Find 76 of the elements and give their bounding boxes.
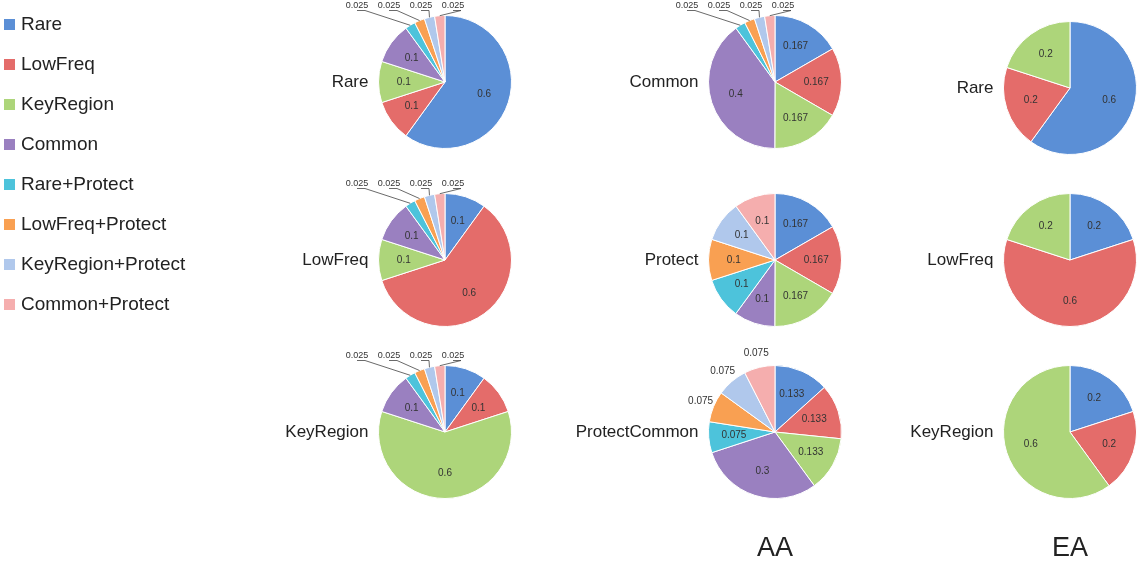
data-label: 0.075 <box>721 429 747 441</box>
data-label: 0.2 <box>1023 94 1039 106</box>
data-label: 0.025 <box>377 177 401 188</box>
data-label: 0.2 <box>1102 438 1117 450</box>
text: EA <box>1051 531 1089 562</box>
data-label: 0.025 <box>707 0 731 10</box>
data-label: 0.025 <box>675 0 699 10</box>
legend-label: KeyRegion+Protect <box>21 253 186 275</box>
text: AA <box>756 531 794 562</box>
data-label: 0.025 <box>409 177 433 188</box>
text: KeyRegion <box>285 421 369 441</box>
data-label: 0.133 <box>779 388 805 400</box>
data-label: 0.6 <box>438 466 453 478</box>
data-label: 0.2 <box>1087 220 1102 232</box>
data-label: 0.075 <box>710 364 736 376</box>
data-label: 0.6 <box>1102 94 1117 106</box>
text: LowFreq <box>302 249 369 269</box>
legend-label: LowFreq+Protect <box>21 213 167 235</box>
data-label: 0.075 <box>743 347 770 359</box>
data-label: 0.1 <box>726 253 742 265</box>
data-label: 0.1 <box>404 401 420 413</box>
legend-label: Rare <box>21 13 63 35</box>
data-label: 0.1 <box>404 99 420 111</box>
data-label: 0.6 <box>1023 438 1039 450</box>
data-label: 0.167 <box>783 40 809 52</box>
data-label: 0.025 <box>441 349 465 360</box>
data-label: 0.1 <box>450 214 466 226</box>
data-label: 0.133 <box>798 446 824 458</box>
data-label: 0.167 <box>803 253 830 265</box>
data-label: 0.1 <box>734 277 749 289</box>
data-label: 0.6 <box>1063 294 1078 306</box>
data-label: 0.1 <box>755 214 770 226</box>
legend-label: Common <box>21 133 99 155</box>
data-label: 0.025 <box>441 0 465 10</box>
data-label: 0.025 <box>377 0 401 10</box>
data-label: 0.167 <box>803 75 830 87</box>
data-label: 0.1 <box>396 75 412 87</box>
text: KeyRegion <box>910 421 994 441</box>
data-label: 0.025 <box>377 349 401 360</box>
data-label: 0.1 <box>396 253 412 265</box>
text: LowFreq <box>927 249 994 269</box>
data-label: 0.4 <box>728 88 744 100</box>
data-label: 0.1 <box>450 386 466 398</box>
data-label: 0.025 <box>441 177 465 188</box>
data-label: 0.133 <box>801 412 828 424</box>
data-label: 0.1 <box>404 51 420 63</box>
data-label: 0.1 <box>734 229 750 241</box>
data-label: 0.6 <box>477 88 492 100</box>
data-label: 0.167 <box>783 289 809 301</box>
data-label: 0.3 <box>755 465 770 476</box>
text: Rare <box>956 77 994 97</box>
legend-label: LowFreq <box>21 53 95 75</box>
data-label: 0.025 <box>345 349 369 360</box>
data-label: 0.1 <box>404 229 420 241</box>
text: Protect <box>644 249 699 269</box>
legend-label: Common+Protect <box>21 293 170 315</box>
data-label: 0.2 <box>1038 48 1054 60</box>
data-label: 0.025 <box>739 0 763 10</box>
data-label: 0.2 <box>1087 392 1102 404</box>
data-label: 0.025 <box>409 0 433 10</box>
data-label: 0.025 <box>409 349 433 360</box>
text: ProtectCommon <box>575 421 699 441</box>
data-label: 0.025 <box>771 0 795 10</box>
data-label: 0.167 <box>783 218 809 230</box>
data-label: 0.167 <box>783 111 809 123</box>
data-label: 0.2 <box>1038 220 1054 232</box>
data-label: 0.6 <box>462 287 477 299</box>
text: Rare <box>331 71 369 91</box>
data-label: 0.025 <box>345 177 369 188</box>
data-label: 0.1 <box>755 292 770 304</box>
data-label: 0.075 <box>688 395 714 407</box>
data-label: 0.1 <box>471 401 486 413</box>
data-label: 0.025 <box>345 0 369 10</box>
legend-label: Rare+Protect <box>21 173 134 195</box>
text: Common <box>629 71 699 91</box>
legend-label: KeyRegion <box>21 93 114 115</box>
